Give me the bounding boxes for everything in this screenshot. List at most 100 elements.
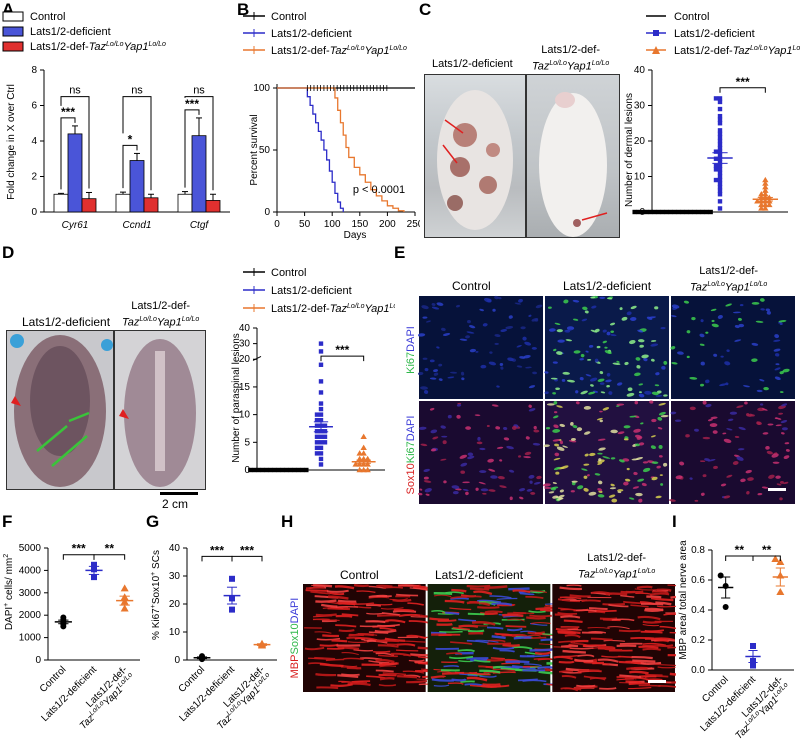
e-nucleus: [423, 468, 430, 473]
e-nucleus: [421, 305, 429, 310]
h-fiber: [583, 675, 607, 680]
e-nucleus: [711, 323, 719, 328]
e-nucleus: [584, 431, 591, 435]
e-nucleus: [423, 390, 429, 394]
e-nucleus: [556, 446, 565, 451]
e-nucleus: [700, 319, 704, 323]
e-nucleus: [433, 372, 439, 376]
e-nucleus: [783, 481, 789, 485]
h-fiber: [368, 596, 390, 599]
e-nucleus: [523, 456, 531, 459]
legend-b-rescue: Lats1/2-def-TazLo/LoYap1Lo/Lo: [271, 45, 407, 57]
e-nucleus: [677, 351, 684, 355]
e-nucleus: [663, 394, 668, 397]
e-nucleus: [536, 475, 542, 480]
h-fiber: [566, 584, 582, 587]
e-nucleus: [661, 365, 666, 370]
e-nucleus: [431, 306, 440, 310]
d-point: [260, 467, 265, 473]
c-bracket: [719, 87, 766, 93]
legend-c-control: Control: [674, 11, 709, 23]
e-nucleus: [544, 391, 549, 395]
h-fiber: [466, 639, 489, 644]
e-nucleus: [462, 481, 470, 484]
h-fiber: [310, 590, 331, 595]
e-nucleus: [599, 296, 606, 299]
f-y-tick-label: 3000: [19, 588, 42, 599]
e-nucleus: [553, 348, 557, 352]
e-nucleus: [650, 358, 655, 362]
e-nucleus: [780, 432, 785, 435]
d-point: [314, 417, 320, 423]
h-fiber: [520, 630, 537, 634]
h-fiber: [467, 629, 485, 633]
e-nucleus: [781, 403, 788, 407]
e-nucleus: [779, 391, 784, 393]
h-fiber: [650, 597, 674, 602]
e-nucleus: [668, 499, 676, 502]
legend-label-deficient: Lats1/2-deficient: [30, 26, 111, 38]
d-point: [256, 467, 261, 473]
h-fiber: [445, 611, 460, 616]
h-fiber: [409, 587, 429, 591]
e-nucleus: [442, 332, 451, 336]
c-point: [717, 145, 723, 151]
e-nucleus: [429, 407, 435, 411]
e-nucleus: [479, 470, 487, 474]
panel-d-legend: Control Lats1/2-deficient Lats1/2-def-Ta…: [243, 267, 395, 315]
h-fiber: [457, 649, 475, 653]
e-nucleus: [581, 468, 588, 471]
e-nucleus: [441, 327, 446, 332]
e-nucleus: [422, 357, 428, 360]
h-fiber: [559, 586, 582, 591]
e-nucleus: [599, 410, 603, 413]
e-nucleus: [465, 335, 471, 339]
d-point: [292, 467, 297, 473]
h-fiber: [559, 596, 582, 600]
e-nucleus: [776, 483, 782, 486]
h-col-deficient: Lats1/2-deficient: [435, 568, 524, 582]
e-nucleus: [734, 324, 740, 329]
h-fiber: [642, 620, 662, 624]
e-nucleus: [459, 338, 468, 341]
h-fiber: [590, 637, 613, 641]
h-fiber: [449, 607, 472, 611]
e-nucleus: [674, 419, 682, 422]
e-nucleus: [658, 455, 663, 458]
e-tile: [542, 400, 669, 504]
h-fiber: [640, 630, 663, 634]
e-nucleus: [699, 460, 706, 463]
e-nucleus: [720, 483, 727, 487]
h-fiber: [597, 658, 619, 663]
e-nucleus: [641, 354, 649, 359]
h-fiber: [377, 644, 399, 648]
c-point: [717, 121, 723, 126]
a-category-label: Ccnd1: [123, 220, 152, 231]
h-fiber: [319, 662, 344, 668]
e-row2-ki67: Ki67: [405, 441, 417, 463]
e-nucleus: [650, 445, 656, 450]
i-point: [717, 572, 724, 579]
e-nucleus: [637, 339, 645, 343]
h-fiber: [592, 662, 610, 666]
h-fiber: [555, 627, 579, 631]
e-nucleus: [550, 487, 556, 491]
e-nucleus: [751, 301, 760, 305]
e-nucleus: [727, 418, 734, 422]
e-nucleus: [779, 323, 783, 325]
svg-text:Sox10Ki67DAPI: Sox10Ki67DAPI: [405, 416, 417, 495]
e-nucleus: [465, 491, 469, 496]
e-nucleus: [553, 466, 561, 471]
h-fiber: [611, 618, 635, 622]
e-nucleus: [700, 361, 705, 366]
e-nucleus: [610, 330, 615, 333]
c-point: [717, 106, 723, 112]
legend-label-rescue: Lats1/2-def-TazLo/LoYap1Lo/Lo: [30, 41, 166, 53]
f-group-label: Control: [38, 664, 69, 695]
e-nucleus: [477, 436, 481, 441]
e-nucleus: [494, 334, 501, 338]
i-y-tick-label: 0.4: [691, 605, 705, 616]
e-nucleus: [544, 371, 549, 374]
h-fiber: [640, 602, 664, 606]
axis-label-b-y: Percent survival: [249, 114, 260, 185]
